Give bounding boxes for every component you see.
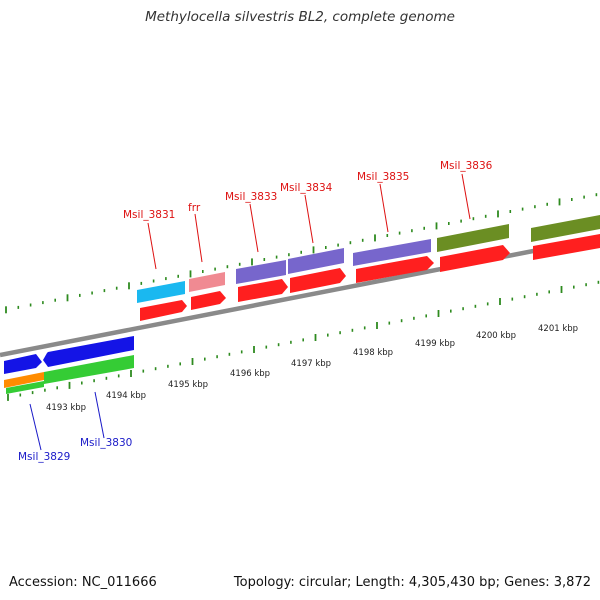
gene-green-feature[interactable] [44, 355, 134, 384]
leader-line-msil-3836 [461, 173, 471, 220]
gene-label-msil-3836: Msil_3836 [440, 160, 493, 172]
leader-line-msil-3833 [249, 203, 259, 253]
gene-label-msil-3829: Msil_3829 [18, 451, 70, 463]
scale-label: 4196 kbp [230, 369, 270, 379]
gene-label-frr: frr [188, 202, 201, 214]
gene-msil-3831-box[interactable] [137, 281, 185, 303]
gene-frr-box[interactable] [189, 272, 225, 292]
scale-label: 4193 kbp [46, 403, 86, 413]
top-tick-row [5, 193, 598, 314]
leader-line-frr [194, 213, 203, 263]
gene-msil-3833-box[interactable] [236, 260, 286, 284]
gene-msil-3831-arrow[interactable] [140, 300, 187, 321]
gene-msil-3830-feature[interactable] [43, 336, 134, 367]
gene-msil-3836-box[interactable] [437, 224, 509, 252]
gene-msil-3829-feature[interactable] [4, 354, 42, 374]
leader-line-msil-3829 [29, 403, 42, 451]
gene-orange-feature[interactable] [4, 372, 44, 388]
gene-label-msil-3835: Msil_3835 [357, 171, 409, 183]
gene-green-lower-feature[interactable] [6, 381, 44, 394]
leader-line-msil-3830 [94, 391, 105, 439]
leader-line-msil-3834 [304, 194, 314, 244]
scale-label: 4199 kbp [415, 339, 455, 349]
gene-msil-3835-box[interactable] [353, 239, 431, 266]
gene-label-msil-3834: Msil_3834 [280, 182, 333, 194]
gene-next-arrow[interactable] [533, 234, 600, 260]
gene-label-msil-3831: Msil_3831 [123, 209, 175, 221]
scale-label: 4195 kbp [168, 380, 208, 390]
gene-msil-3833-arrow[interactable] [238, 279, 288, 302]
scale-label: 4201 kbp [538, 324, 578, 334]
gene-frr-arrow[interactable] [191, 291, 226, 310]
accession-text: Accession: NC_011666 [9, 575, 157, 590]
gene-label-msil-3830: Msil_3830 [80, 437, 132, 449]
gene-msil-3834-box[interactable] [288, 248, 344, 274]
genome-title: Methylocella silvestris BL2, complete ge… [145, 9, 455, 25]
gene-msil-3834-arrow[interactable] [290, 268, 346, 293]
scale-label: 4197 kbp [291, 359, 331, 369]
gene-label-msil-3833: Msil_3833 [225, 191, 277, 203]
leader-line-msil-3835 [379, 183, 389, 233]
genome-stats-text: Topology: circular; Length: 4,305,430 bp… [233, 575, 591, 590]
gene-next-box[interactable] [531, 215, 600, 242]
scale-label: 4198 kbp [353, 348, 393, 358]
bottom-tick-row [7, 280, 600, 401]
leader-line-msil-3831 [147, 222, 157, 270]
scale-label: 4200 kbp [476, 331, 516, 341]
gene-msil-3835-arrow[interactable] [356, 256, 434, 283]
scale-label: 4194 kbp [106, 391, 146, 401]
gene-msil-3836-arrow[interactable] [440, 245, 510, 272]
